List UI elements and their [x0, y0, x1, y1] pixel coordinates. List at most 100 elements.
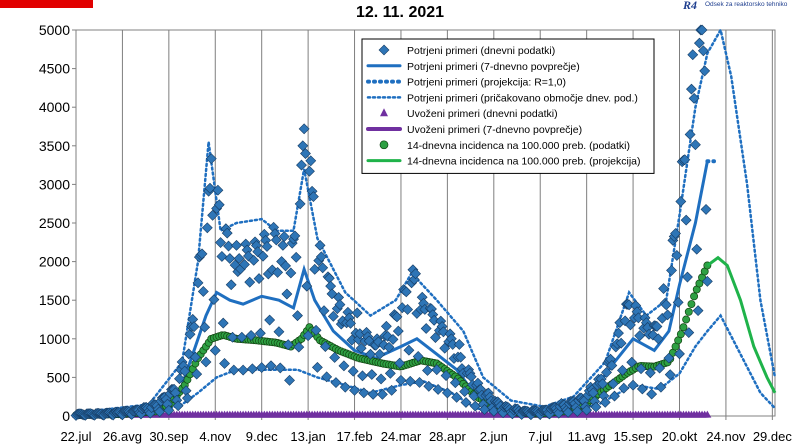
confirmed-daily-marker — [414, 376, 425, 388]
confirmed-daily-marker — [282, 339, 294, 351]
x-tick-label: 24.mar — [381, 429, 422, 444]
confirmed-daily-marker — [183, 348, 195, 360]
confirmed-daily-marker — [423, 380, 435, 392]
confirmed-daily-marker — [609, 390, 620, 402]
confirmed-daily-marker — [365, 348, 376, 360]
confirmed-daily-marker — [219, 358, 230, 369]
confirmed-daily-marker — [321, 371, 333, 383]
confirmed-daily-marker — [256, 362, 268, 373]
confirmed-daily-marker — [687, 49, 699, 61]
confirmed-daily-marker — [601, 366, 612, 378]
confirmed-daily-marker — [428, 314, 440, 326]
confirmed-daily-marker — [375, 373, 387, 385]
confirmed-daily-marker — [666, 264, 677, 276]
confirmed-daily-marker — [301, 280, 313, 292]
confirmed-daily-marker — [647, 329, 659, 341]
confirmed-daily-marker — [330, 377, 342, 389]
confirmed-daily-marker — [553, 407, 565, 419]
y-tick-label: 4000 — [39, 99, 70, 115]
x-tick-label: 29.dec — [753, 429, 793, 444]
y-tick-label: 3500 — [39, 138, 70, 154]
confirmed-daily-marker — [197, 286, 209, 297]
incidence-data-marker — [679, 323, 688, 332]
confirmed-daily-marker — [290, 251, 302, 263]
y-tick-label: 1500 — [39, 292, 70, 308]
confirmed-daily-marker — [451, 391, 463, 403]
legend-label: 14-dnevna incidenca na 100.000 preb. (po… — [407, 140, 630, 152]
confirmed-daily-marker — [618, 382, 630, 394]
y-tick-label: 3000 — [39, 176, 70, 192]
confirmed-daily-marker — [437, 326, 449, 338]
confirmed-daily-marker — [644, 367, 656, 379]
confirmed-daily-marker — [679, 154, 691, 166]
confirmed-daily-marker — [672, 296, 684, 308]
confirmed-daily-marker — [273, 326, 285, 338]
x-tick-label: 28.apr — [429, 429, 467, 444]
institution-logo: R4 Odsek za reaktorsko tehniko — [683, 0, 800, 14]
confirmed-daily-marker — [207, 209, 219, 221]
confirmed-daily-marker — [184, 328, 196, 340]
confirmed-daily-marker — [431, 364, 443, 376]
confirmed-daily-marker — [221, 227, 233, 239]
confirmed-daily-marker — [615, 337, 627, 349]
incidence-data-marker — [687, 300, 696, 309]
incidence-data-marker — [690, 292, 699, 301]
confirmed-daily-marker — [699, 65, 711, 77]
confirmed-daily-marker — [174, 373, 185, 385]
confirmed-daily-marker — [688, 92, 700, 104]
confirmed-daily-marker — [244, 276, 256, 288]
x-tick-label: 24.nov — [706, 429, 746, 444]
confirmed-daily-marker — [281, 288, 293, 300]
confirmed-daily-marker — [307, 191, 319, 203]
confirmed-daily-marker — [172, 400, 184, 412]
legend-label: Uvoženi primeri (dnevni podatki) — [407, 108, 558, 120]
confirmed-daily-marker — [441, 387, 453, 399]
confirmed-daily-marker — [233, 253, 245, 264]
confirmed-daily-marker — [329, 352, 341, 363]
legend-swatch-triangle — [380, 108, 388, 117]
confirmed-daily-marker — [351, 307, 363, 319]
confirmed-daily-marker — [345, 317, 356, 329]
confirmed-daily-marker — [663, 352, 675, 364]
confirmed-daily-marker — [349, 384, 360, 396]
confirmed-daily-marker — [697, 45, 709, 57]
confirmed-daily-marker — [296, 159, 307, 171]
confirmed-daily-marker — [606, 360, 618, 371]
confirmed-daily-marker — [272, 266, 284, 278]
confirmed-daily-marker — [196, 248, 208, 260]
confirmed-daily-marker — [430, 332, 441, 343]
confirmed-daily-marker — [660, 299, 672, 311]
confirmed-daily-marker — [651, 321, 663, 332]
y-tick-label: 500 — [47, 369, 71, 385]
confirmed-daily-marker — [607, 378, 619, 390]
confirmed-daily-marker — [314, 239, 326, 251]
confirmed-daily-marker — [179, 365, 191, 377]
incidence-data-marker — [682, 315, 691, 324]
legend-label: Potrjeni primeri (projekcija: R=1,0) — [407, 77, 566, 89]
legend-label: Uvoženi primeri (7-dnevno povprečje) — [407, 124, 582, 136]
y-tick-label: 1000 — [39, 331, 70, 347]
confirmed-daily-marker — [217, 317, 229, 329]
x-tick-label: 4.nov — [199, 429, 231, 444]
confirmed-daily-marker — [372, 336, 384, 348]
x-tick-label: 2.jun — [480, 429, 508, 444]
confirmed-daily-marker — [459, 386, 471, 398]
confirmed-daily-marker — [213, 199, 225, 211]
confirmed-daily-marker — [304, 165, 315, 177]
confirmed-daily-marker — [278, 231, 290, 243]
confirmed-daily-marker — [246, 363, 258, 375]
confirmed-daily-marker — [408, 274, 420, 285]
confirmed-daily-marker — [680, 214, 692, 226]
x-tick-label: 7.jul — [528, 429, 552, 444]
confirmed-daily-marker — [358, 387, 370, 399]
confirmed-daily-marker — [675, 196, 687, 207]
confirmed-daily-marker — [254, 327, 266, 339]
logo-text: Odsek za reaktorsko tehniko — [705, 1, 788, 8]
confirmed-daily-marker — [392, 325, 404, 337]
confirmed-daily-marker — [412, 351, 424, 362]
confirmed-daily-marker — [212, 184, 224, 196]
confirmed-daily-marker — [192, 277, 204, 289]
confirmed-daily-marker — [682, 271, 693, 283]
confirmed-daily-marker — [386, 384, 398, 396]
